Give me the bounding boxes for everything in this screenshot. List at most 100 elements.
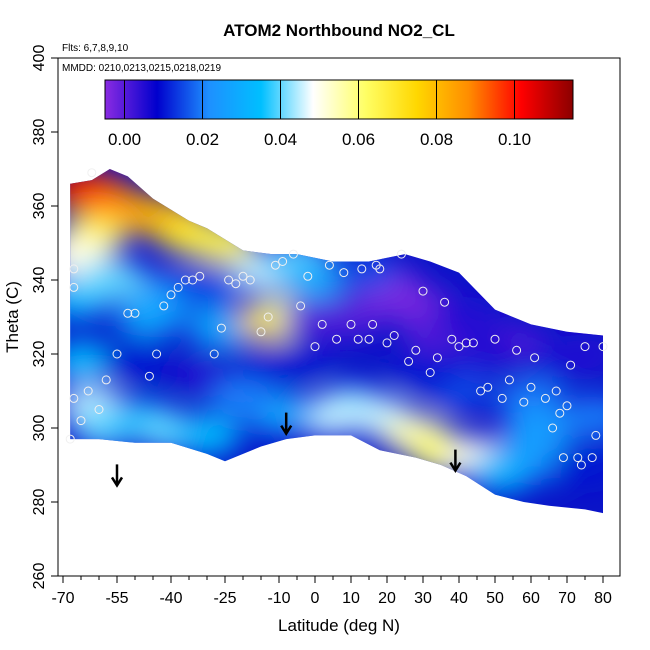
observation-marker bbox=[123, 308, 133, 318]
colorbar-gradient bbox=[104, 79, 574, 120]
colorbar-tick-label: 0.04 bbox=[264, 130, 297, 149]
y-axis: 260 280 300 320 340 360 380 400 bbox=[31, 45, 58, 590]
x-tick-label: -40 bbox=[159, 590, 182, 607]
field-cell bbox=[389, 352, 457, 393]
down-arrow-icon bbox=[449, 449, 462, 473]
observation-marker bbox=[598, 342, 608, 352]
observation-marker bbox=[425, 368, 435, 377]
observation-marker bbox=[382, 338, 392, 348]
observation-marker bbox=[166, 290, 176, 300]
observation-marker bbox=[209, 349, 219, 359]
observation-marker bbox=[454, 342, 464, 352]
flights-note: Flts: 6,7,8,9,10 bbox=[62, 43, 129, 54]
observation-marker bbox=[324, 260, 334, 270]
y-tick-label: 400 bbox=[31, 45, 48, 72]
observation-marker bbox=[461, 338, 471, 348]
observation-marker bbox=[346, 319, 356, 329]
observation-points bbox=[65, 168, 608, 470]
observation-marker bbox=[548, 423, 558, 433]
observation-marker bbox=[245, 275, 255, 285]
observation-marker bbox=[296, 301, 306, 311]
observation-marker bbox=[364, 334, 374, 344]
observation-marker bbox=[468, 338, 478, 348]
plot-frame bbox=[57, 57, 621, 577]
x-tick-label: 0 bbox=[311, 590, 320, 607]
observation-marker bbox=[389, 331, 399, 340]
field-cell bbox=[209, 378, 277, 419]
observation-marker bbox=[512, 345, 522, 355]
y-axis-label: Theta (C) bbox=[3, 281, 22, 353]
dates-note: MMDD: 0210,0213,0215,0218,0219 bbox=[62, 63, 221, 74]
colorbar-tick-label: 0.00 bbox=[108, 130, 141, 149]
observation-marker bbox=[530, 353, 540, 363]
observation-marker bbox=[278, 257, 288, 266]
observation-marker bbox=[357, 264, 367, 274]
field-cell bbox=[317, 297, 385, 337]
y-tick-label: 360 bbox=[31, 193, 48, 220]
observation-marker bbox=[83, 386, 93, 396]
observation-marker bbox=[317, 319, 327, 329]
x-tick-label: -70 bbox=[51, 590, 74, 607]
x-tick-label: -25 bbox=[213, 590, 236, 607]
observation-marker bbox=[263, 312, 273, 322]
field-cell bbox=[101, 341, 169, 382]
observation-marker bbox=[112, 349, 122, 359]
y-tick-label: 320 bbox=[31, 341, 48, 368]
field-cell bbox=[173, 415, 241, 456]
x-tick-label: 70 bbox=[558, 590, 576, 607]
observation-marker bbox=[555, 408, 565, 418]
down-arrow-icon bbox=[110, 464, 124, 488]
observation-marker bbox=[332, 334, 342, 344]
observation-marker bbox=[256, 327, 266, 337]
observation-marker bbox=[101, 375, 111, 385]
field-cell bbox=[453, 334, 522, 374]
observation-marker bbox=[573, 453, 583, 463]
observation-marker bbox=[69, 264, 79, 274]
observation-marker bbox=[551, 386, 561, 396]
observation-marker bbox=[404, 356, 414, 366]
observation-marker bbox=[504, 375, 514, 385]
observation-marker bbox=[288, 249, 298, 259]
observation-marker bbox=[490, 334, 500, 344]
observation-marker bbox=[94, 405, 104, 414]
field-cell bbox=[263, 341, 331, 382]
x-tick-label: 10 bbox=[342, 590, 360, 607]
field-cell bbox=[497, 378, 565, 419]
observation-marker bbox=[368, 319, 378, 329]
observation-marker bbox=[188, 275, 198, 285]
field-cell bbox=[173, 267, 241, 308]
observation-marker bbox=[303, 271, 313, 281]
observation-marker bbox=[526, 382, 536, 392]
down-arrow-icon bbox=[280, 412, 293, 436]
observation-marker bbox=[180, 275, 190, 285]
observation-marker bbox=[69, 393, 79, 403]
colorbar-tick-label: 0.10 bbox=[498, 130, 531, 149]
field-cell bbox=[331, 252, 400, 293]
y-tick-label: 260 bbox=[31, 563, 48, 590]
observation-marker bbox=[238, 271, 248, 281]
y-tick-label: 380 bbox=[31, 119, 48, 146]
y-tick-label: 340 bbox=[31, 267, 48, 294]
colorbar-tick-label: 0.06 bbox=[342, 130, 375, 149]
observation-marker bbox=[173, 282, 183, 292]
observation-marker bbox=[130, 308, 140, 318]
observation-marker bbox=[591, 430, 601, 440]
observation-marker bbox=[587, 453, 597, 463]
y-tick-label: 300 bbox=[31, 415, 48, 442]
observation-marker bbox=[87, 168, 97, 178]
colorbar: 0.00 0.02 0.04 0.06 0.08 0.10 bbox=[104, 79, 574, 149]
x-tick-label: -55 bbox=[105, 590, 128, 607]
observation-marker bbox=[65, 434, 75, 444]
observation-marker bbox=[558, 453, 568, 463]
observation-marker bbox=[497, 393, 507, 403]
x-tick-label: 60 bbox=[522, 590, 540, 607]
flight-arrows bbox=[110, 412, 462, 488]
x-tick-label: 40 bbox=[450, 590, 468, 607]
observation-marker bbox=[576, 460, 586, 470]
field-cell bbox=[432, 297, 501, 337]
chart-title: ATOM2 Northbound NO2_CL bbox=[223, 21, 455, 40]
x-tick-label: 30 bbox=[414, 590, 432, 607]
field-cell bbox=[70, 341, 119, 382]
field-cell bbox=[504, 408, 573, 448]
observation-marker bbox=[519, 397, 529, 407]
